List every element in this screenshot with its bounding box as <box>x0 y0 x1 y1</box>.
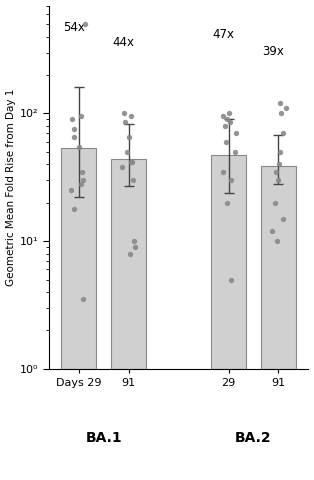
Point <box>221 168 226 176</box>
Point <box>278 99 283 107</box>
Point <box>123 119 128 126</box>
Text: BA.2: BA.2 <box>235 431 272 444</box>
Point <box>119 163 124 171</box>
Point <box>122 109 127 117</box>
Point <box>129 158 134 166</box>
Point <box>79 112 84 120</box>
Point <box>273 199 278 206</box>
Point <box>132 243 137 251</box>
Text: 54x: 54x <box>63 21 84 34</box>
Point <box>126 133 131 141</box>
Point <box>280 215 285 223</box>
Point <box>274 237 279 245</box>
Point <box>279 109 284 117</box>
Bar <box>211 156 246 369</box>
Text: 44x: 44x <box>113 36 135 49</box>
Point <box>227 119 232 126</box>
Point <box>127 250 133 257</box>
Point <box>132 237 137 245</box>
Bar <box>261 166 296 369</box>
Point <box>283 104 288 112</box>
Text: 39x: 39x <box>263 46 284 59</box>
Text: 47x: 47x <box>213 28 235 41</box>
Point <box>273 168 278 176</box>
Point <box>225 116 230 123</box>
Point <box>233 148 238 156</box>
Point <box>71 204 76 212</box>
Bar <box>111 159 146 369</box>
Point <box>278 148 283 156</box>
Point <box>229 176 234 184</box>
Point <box>83 20 88 28</box>
Point <box>70 116 75 123</box>
Point <box>78 180 83 188</box>
Point <box>280 130 285 137</box>
Point <box>275 176 280 184</box>
Point <box>76 143 81 150</box>
Point <box>276 160 281 168</box>
Point <box>80 296 85 303</box>
Point <box>124 148 129 156</box>
Point <box>69 187 74 194</box>
Point <box>269 227 274 235</box>
Point <box>80 176 85 184</box>
Point <box>228 276 233 283</box>
Point <box>222 122 227 130</box>
Y-axis label: Geometric Mean Fold Rise from Day 1: Geometric Mean Fold Rise from Day 1 <box>6 88 16 286</box>
Point <box>227 109 232 117</box>
Point <box>131 176 136 184</box>
Point <box>80 168 85 176</box>
Point <box>72 126 77 133</box>
Point <box>224 138 229 145</box>
Point <box>224 199 229 206</box>
Point <box>233 130 238 137</box>
Point <box>72 133 77 141</box>
Text: BA.1: BA.1 <box>85 431 122 444</box>
Point <box>220 112 225 120</box>
Point <box>129 158 134 166</box>
Point <box>128 112 133 120</box>
Bar <box>61 148 96 369</box>
